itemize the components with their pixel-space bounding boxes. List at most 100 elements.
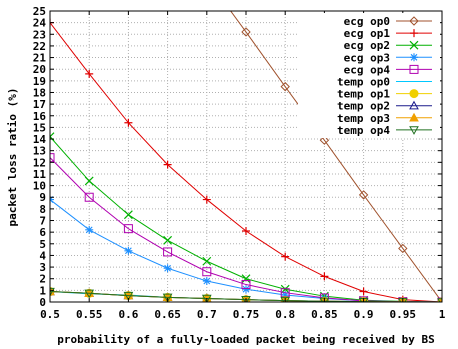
legend-label: ecg op3: [344, 51, 390, 64]
legend-entry: temp op1: [337, 88, 432, 101]
tick-labels: 0123456789101112131415161718192021222324…: [33, 5, 446, 321]
data-point: [124, 246, 133, 255]
legend-entry: ecg op0: [344, 15, 432, 28]
x-tick-label: 1: [439, 308, 446, 321]
x-tick-label: 0.85: [311, 308, 338, 321]
series-line: [50, 157, 442, 302]
legend-marker: [410, 29, 418, 38]
y-tick-label: 10: [33, 180, 46, 193]
y-tick-label: 23: [33, 28, 46, 41]
y-tick-label: 25: [33, 5, 46, 18]
data-point: [281, 252, 290, 261]
x-tick-label: 0.9: [354, 308, 374, 321]
legend-label: temp op3: [337, 112, 390, 125]
x-tick-label: 0.55: [76, 308, 103, 321]
legend-marker: [409, 100, 419, 110]
legend-entry: temp op0: [337, 76, 432, 89]
data-point: [241, 274, 251, 284]
legend-entry: ecg op1: [344, 27, 432, 40]
data-point: [202, 256, 212, 266]
y-tick-label: 7: [39, 215, 46, 228]
y-tick-label: 4: [39, 249, 46, 262]
y-tick-label: 21: [33, 52, 47, 65]
data-point: [242, 226, 250, 235]
data-point: [241, 27, 251, 37]
data-point: [163, 235, 173, 245]
y-tick-label: 2: [39, 273, 46, 286]
y-tick-label: 15: [33, 121, 46, 134]
legend-label: temp op4: [337, 124, 390, 137]
x-tick-label: 0.95: [390, 308, 417, 321]
legend-label: ecg op1: [344, 27, 391, 40]
data-point: [85, 225, 94, 234]
data-point: [202, 195, 211, 204]
data-point: [359, 287, 368, 296]
legend-marker: [409, 64, 419, 74]
legend-marker: [409, 16, 419, 26]
y-tick-label: 19: [33, 75, 46, 88]
legend-label: temp op2: [337, 100, 390, 113]
legend-entry: temp op2: [337, 100, 432, 113]
x-tick-label: 0.75: [233, 308, 260, 321]
y-tick-label: 3: [39, 261, 46, 274]
y-tick-label: 18: [33, 86, 46, 99]
legend-label: temp op1: [337, 88, 390, 101]
y-tick-label: 17: [33, 98, 46, 111]
legend-entry: ecg op3: [344, 51, 432, 64]
data-point: [124, 118, 133, 127]
x-axis-title: probability of a fully-loaded packet bei…: [57, 333, 435, 346]
data-point: [241, 295, 251, 302]
data-point: [123, 224, 133, 234]
series-line: [230, 11, 442, 302]
y-tick-label: 12: [33, 156, 46, 169]
y-axis-title: packet loss ratio (%): [6, 87, 19, 226]
data-point: [85, 69, 94, 78]
legend-marker: [409, 40, 419, 50]
data-point: [50, 153, 55, 163]
data-point: [398, 243, 408, 254]
legend-marker: [409, 89, 419, 99]
series-ecg-op0: [230, 11, 442, 302]
y-tick-label: 24: [33, 17, 47, 30]
legend-marker: [409, 126, 419, 135]
legend-label: ecg op4: [344, 63, 391, 76]
data-point: [281, 291, 290, 300]
data-point: [162, 293, 173, 302]
legend-marker: [409, 112, 419, 122]
y-tick-label: 8: [39, 203, 46, 216]
y-tick-label: 20: [33, 63, 46, 76]
y-tick-label: 14: [33, 133, 47, 146]
data-point: [202, 267, 212, 277]
data-point: [123, 210, 133, 220]
y-tick-label: 5: [39, 238, 46, 251]
x-tick-label: 0.5: [40, 308, 60, 321]
data-point: [163, 247, 173, 257]
y-tick-label: 6: [39, 226, 46, 239]
data-point: [84, 289, 95, 299]
data-point: [50, 287, 55, 297]
y-tick-label: 16: [33, 110, 47, 123]
data-point: [320, 272, 329, 281]
legend-entry: ecg op4: [344, 63, 432, 76]
data-point: [201, 294, 212, 302]
legend-entry: temp op3: [337, 112, 432, 125]
y-tick-label: 11: [33, 168, 47, 181]
data-point: [242, 285, 250, 294]
data-point: [319, 135, 330, 145]
legend-label: temp op0: [337, 76, 390, 89]
data-point: [358, 190, 369, 200]
data-point: [84, 176, 94, 186]
x-tick-label: 0.65: [154, 308, 181, 321]
data-point: [241, 280, 251, 290]
x-tick-label: 0.7: [197, 308, 217, 321]
x-tick-label: 0.8: [275, 308, 295, 321]
data-point: [163, 264, 172, 273]
y-tick-label: 9: [39, 191, 46, 204]
x-tick-label: 0.6: [118, 308, 138, 321]
data-point: [123, 291, 134, 301]
y-tick-label: 1: [39, 284, 46, 297]
legend-entry: ecg op2: [344, 39, 432, 52]
legend-label: ecg op2: [344, 39, 390, 52]
